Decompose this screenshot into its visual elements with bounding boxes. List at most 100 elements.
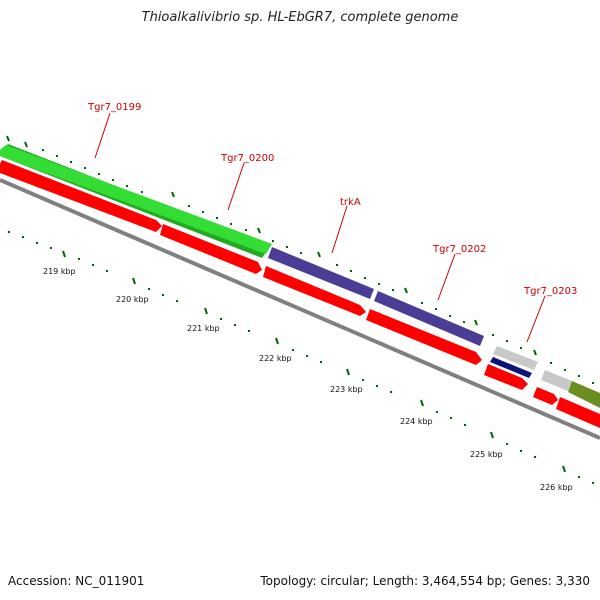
gene-gray-next[interactable]	[541, 370, 572, 391]
leader-line-tgr7-0200	[227, 162, 245, 211]
gene-red-5[interactable]	[484, 364, 528, 390]
tick-dot	[564, 369, 566, 371]
tick-dot	[449, 315, 451, 317]
tick-dot	[245, 229, 247, 231]
tick-mark	[474, 319, 478, 326]
scale-dot	[148, 288, 150, 290]
scale-dot	[362, 379, 364, 381]
scale-tick	[62, 250, 66, 258]
tick-dot	[141, 191, 143, 193]
tick-dot	[378, 283, 380, 285]
tick-dot	[435, 308, 437, 310]
scale-dot	[92, 264, 94, 266]
kbp-label-220: 220 kbp	[116, 295, 149, 304]
gene-label-trka[interactable]: trkA	[340, 197, 361, 208]
tick-dot	[202, 211, 204, 213]
scale-tick	[562, 465, 566, 473]
gene-olive[interactable]	[568, 381, 600, 408]
tick-dot	[56, 155, 58, 157]
gene-tgr7-0202[interactable]	[374, 291, 484, 346]
tick-dot	[350, 270, 352, 272]
tick-dot	[506, 340, 508, 342]
scale-dot	[464, 424, 466, 426]
tick-dot	[592, 382, 594, 384]
inner-ticks	[8, 231, 594, 484]
genome-summary: Topology: circular; Length: 3,464,554 bp…	[260, 574, 590, 588]
tick-dot	[463, 321, 465, 323]
scale-dot	[78, 258, 80, 260]
kbp-label-221: 221 kbp	[187, 324, 220, 333]
tick-dot	[272, 240, 274, 242]
scale-dot	[22, 236, 24, 238]
gene-label-tgr7-0199[interactable]: Tgr7_0199	[87, 102, 141, 113]
map-title: Thioalkalivibrio sp. HL-EbGR7, complete …	[141, 10, 459, 25]
tick-mark	[171, 191, 175, 198]
tick-dot	[392, 289, 394, 291]
tick-mark	[24, 141, 28, 148]
tick-mark	[6, 135, 10, 142]
tick-dot	[70, 161, 72, 163]
tick-dot	[336, 264, 338, 266]
gene-label-tgr7-0200[interactable]: Tgr7_0200	[220, 153, 274, 164]
gene-red-6[interactable]	[533, 387, 558, 405]
gene-label-tgr7-0202[interactable]: Tgr7_0202	[432, 244, 486, 255]
gene-red-2[interactable]	[160, 224, 262, 274]
kbp-label-222: 222 kbp	[259, 354, 292, 363]
tick-dot	[421, 302, 423, 304]
scale-dot	[306, 355, 308, 357]
tick-dot	[84, 167, 86, 169]
tick-dot	[216, 217, 218, 219]
tick-mark	[533, 349, 537, 356]
gene-tgr7-0199[interactable]	[0, 145, 272, 254]
scale-dot	[390, 391, 392, 393]
scale-dot	[248, 330, 250, 332]
scale-dot	[592, 482, 594, 484]
leader-line-trka	[331, 205, 348, 254]
leader-line-tgr7-0202	[437, 253, 456, 301]
scale-tick	[204, 307, 208, 315]
kbp-label-219: 219 kbp	[43, 267, 76, 276]
gene-label-tgr7-0203[interactable]: Tgr7_0203	[523, 286, 577, 297]
scale-dot	[106, 270, 108, 272]
tick-dot	[578, 375, 580, 377]
gene-trka[interactable]	[268, 247, 374, 299]
scale-tick	[346, 368, 350, 376]
scale-tick	[490, 431, 494, 439]
kbp-label-225: 225 kbp	[470, 450, 503, 459]
scale-dot	[220, 318, 222, 320]
tick-dot	[364, 277, 366, 279]
tick-dot	[230, 223, 232, 225]
tick-dot	[98, 173, 100, 175]
outer-ticks	[6, 135, 594, 384]
scale-tick	[275, 337, 279, 345]
tick-mark	[257, 227, 261, 234]
gene-red-1[interactable]	[0, 160, 162, 232]
tick-dot	[300, 252, 302, 254]
scale-dot	[450, 417, 452, 419]
gene-red-4[interactable]	[366, 309, 482, 365]
tick-dot	[492, 334, 494, 336]
scale-dot	[578, 476, 580, 478]
tick-dot	[286, 246, 288, 248]
accession-label: Accession: NC_011901	[8, 574, 145, 588]
tick-mark	[317, 251, 321, 258]
tick-dot	[42, 149, 44, 151]
gene-red-7[interactable]	[556, 397, 600, 428]
scale-tick	[132, 277, 136, 285]
tick-mark	[404, 287, 408, 294]
scale-dot	[176, 300, 178, 302]
scale-dot	[376, 385, 378, 387]
scale-dot	[234, 324, 236, 326]
gene-tgr7-0203[interactable]	[490, 357, 532, 378]
tick-dot	[520, 347, 522, 349]
scale-dot	[534, 456, 536, 458]
tick-dot	[188, 205, 190, 207]
kbp-label-226: 226 kbp	[540, 483, 573, 492]
gene-red-3[interactable]	[263, 266, 366, 316]
kbp-label-224: 224 kbp	[400, 417, 433, 426]
tick-dot	[126, 185, 128, 187]
leader-line-tgr7-0199	[94, 112, 111, 159]
gene-tgr7-0203-gray[interactable]	[493, 346, 538, 370]
